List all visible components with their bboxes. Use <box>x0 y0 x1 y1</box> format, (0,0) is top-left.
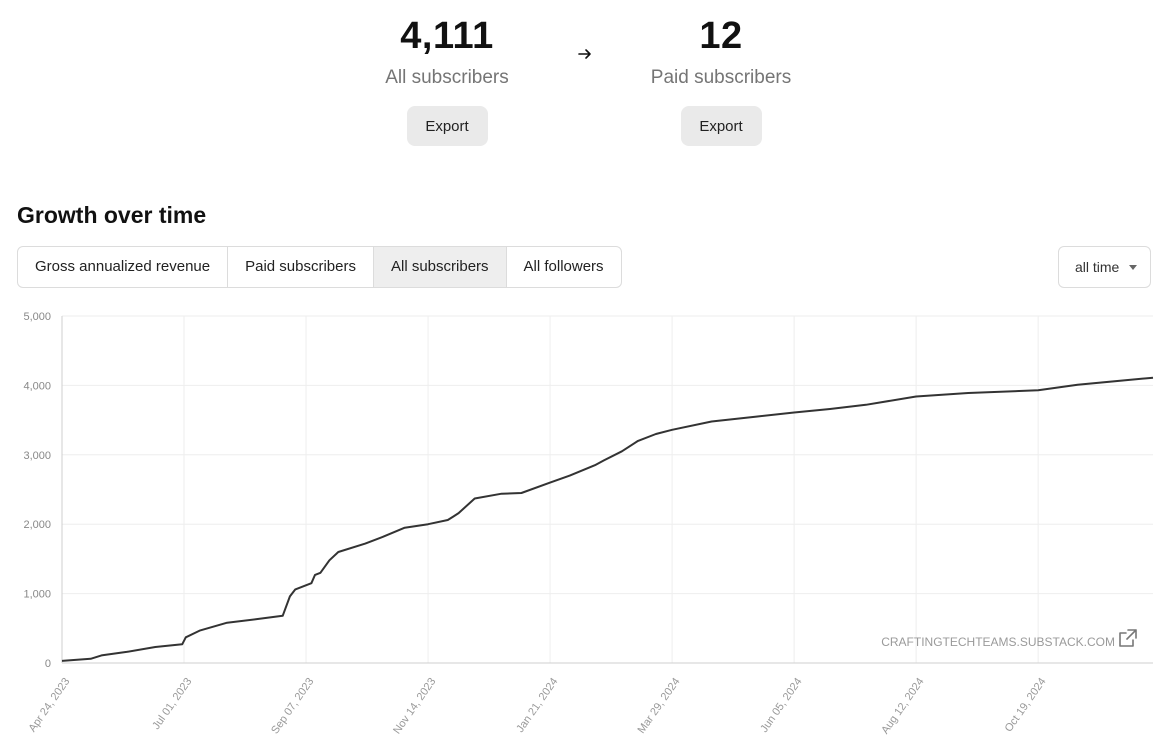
paid-subscribers-label: Paid subscribers <box>650 67 792 88</box>
time-range-select[interactable]: all time <box>1058 246 1151 288</box>
y-tick-label: 0 <box>45 658 51 670</box>
tab-all-followers[interactable]: All followers <box>523 258 604 275</box>
watermark-text: CRAFTINGTECHTEAMS.SUBSTACK.COM <box>881 635 1115 649</box>
metric-tabs: Gross annualized revenue Paid subscriber… <box>17 246 622 288</box>
tab-gross-annualized-revenue[interactable]: Gross annualized revenue <box>18 247 229 287</box>
x-tick-label: Jun 05, 2024 <box>758 676 804 735</box>
x-tick-label: Jul 01, 2023 <box>150 676 194 732</box>
paid-subscribers-count: 12 <box>699 15 743 57</box>
x-tick-label: Aug 12, 2024 <box>879 676 926 736</box>
all-subscribers-stat: 4,111 All subscribers Export <box>347 14 547 146</box>
section-title: Growth over time <box>17 202 207 228</box>
y-tick-label: 1,000 <box>23 589 51 601</box>
growth-chart: 0 1,000 2,000 3,000 4,000 5,000 Apr 24, 2023 Ju… <box>23 311 1154 736</box>
external-link-icon[interactable] <box>1119 629 1137 647</box>
series-line <box>61 376 1154 662</box>
y-tick-label: 3,000 <box>23 450 51 462</box>
caret-down-icon <box>1129 264 1138 270</box>
tab-paid-subscribers[interactable]: Paid subscribers <box>228 247 374 287</box>
paid-subscribers-stat: 12 Paid subscribers Export <box>621 14 821 146</box>
y-tick-label: 2,000 <box>23 519 51 531</box>
y-tick-label: 5,000 <box>23 311 51 323</box>
x-tick-label: Jan 21, 2024 <box>514 676 560 735</box>
y-tick-label: 4,000 <box>23 380 51 392</box>
x-tick-label: Apr 24, 2023 <box>26 676 72 734</box>
tab-all-subscribers[interactable]: All subscribers <box>374 247 507 287</box>
x-tick-label: Oct 19, 2024 <box>1003 676 1049 734</box>
arrow-right-icon <box>578 49 591 59</box>
x-tick-label: Sep 07, 2023 <box>269 676 316 736</box>
x-tick-label: Mar 29, 2024 <box>636 676 683 736</box>
all-subscribers-count: 4,111 <box>400 15 494 57</box>
time-range-value: all time <box>1075 259 1120 275</box>
all-subscribers-label: All subscribers <box>385 67 509 88</box>
x-tick-label: Nov 14, 2023 <box>391 676 438 736</box>
export-paid-subscribers-button[interactable]: Export <box>680 106 762 146</box>
export-all-subscribers-button[interactable]: Export <box>406 106 488 146</box>
